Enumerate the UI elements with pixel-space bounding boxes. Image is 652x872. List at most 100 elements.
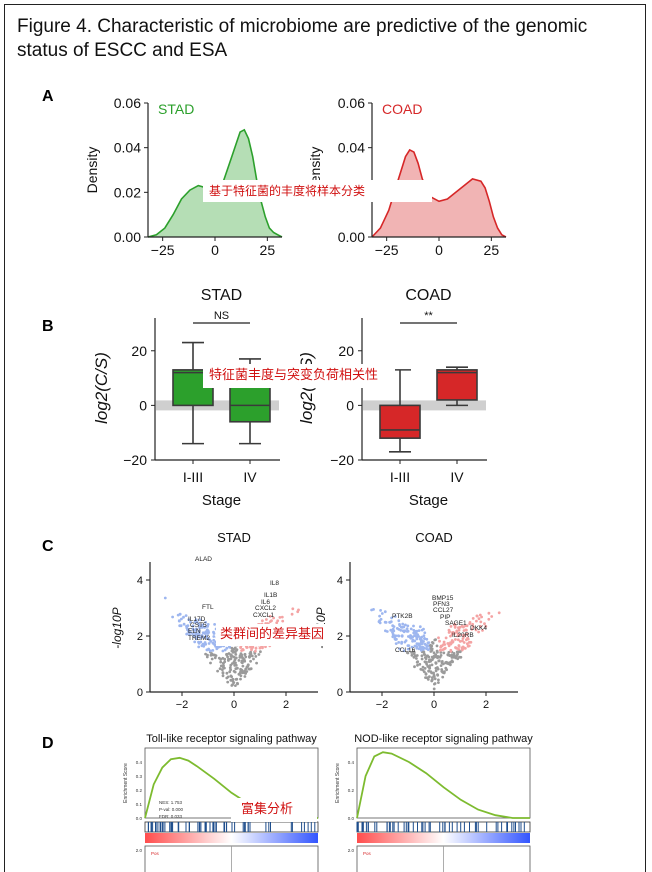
stad-volcano-point <box>186 628 190 631</box>
coad-volcano-point <box>414 654 418 658</box>
stad-x-tick-label: 0 <box>211 242 219 258</box>
coad-volcano-x-tick-label: −2 <box>376 699 389 711</box>
coad-volcano-point <box>440 661 444 665</box>
stad-volcano-point <box>212 630 215 634</box>
nod-gsea-es-curve <box>356 751 530 819</box>
stad-volcano-point <box>180 617 183 621</box>
coad-volcano-point <box>442 643 445 646</box>
coad-volcano-gene-label: IL20RB <box>452 632 474 639</box>
coad-volcano-point <box>456 638 460 642</box>
coad-volcano-point <box>457 645 461 648</box>
coad-volcano-point <box>411 639 414 643</box>
stad-volcano-point <box>236 681 239 685</box>
stad-volcano-point <box>230 646 234 650</box>
coad-volcano-point <box>431 641 435 645</box>
coad-volcano-point <box>420 636 423 639</box>
stad-volcano-point <box>219 664 223 668</box>
coad-volcano-point <box>438 639 441 643</box>
coad-volcano-point <box>391 628 394 632</box>
stad-volcano-point <box>234 653 238 656</box>
coad-volcano-point <box>436 673 440 677</box>
coad-volcano-point <box>464 624 467 628</box>
stad-box-y-tick-label: 20 <box>131 343 147 359</box>
stad-volcano-y-tick-label: 4 <box>137 575 143 587</box>
panel-letter-b: B <box>42 318 54 335</box>
coad-volcano-point <box>439 645 443 649</box>
coad-volcano-point <box>402 649 406 653</box>
coad-y-tick-label: 0.04 <box>338 140 365 156</box>
coad-volcano-point <box>453 654 456 658</box>
stad-volcano-point <box>240 660 244 664</box>
stad-volcano-point <box>261 646 264 650</box>
coad-volcano-point <box>464 646 467 650</box>
stad-volcano-point <box>188 630 192 633</box>
stad-volcano-point <box>200 634 204 637</box>
coad-volcano-point <box>471 622 474 626</box>
stad-volcano-point <box>189 620 192 624</box>
stad-volcano-point <box>208 649 212 653</box>
stad-volcano-point <box>213 656 217 660</box>
stad-volcano-point <box>204 642 208 646</box>
stad-volcano-point <box>246 663 250 667</box>
coad-volcano-point <box>415 629 419 633</box>
coad-volcano-point <box>447 662 451 666</box>
stad-volcano-point <box>203 626 207 629</box>
density-y-label: Density <box>84 147 100 194</box>
coad-box-category-label: I-III <box>390 469 410 485</box>
box-y-label: log2(C/S) <box>92 352 111 424</box>
coad-volcano-point <box>426 641 430 645</box>
coad-volcano-point <box>421 665 425 669</box>
stad-volcano-point <box>207 642 211 645</box>
coad-volcano-point <box>497 611 501 615</box>
coad-volcano-point <box>406 647 410 651</box>
stad-volcano-point <box>235 648 239 651</box>
coad-volcano-point <box>378 621 382 625</box>
coad-volcano-point <box>450 659 454 663</box>
volcano-y-label: -log10P <box>110 607 124 648</box>
stad-volcano-point <box>211 641 215 645</box>
stad-volcano-point <box>265 618 268 621</box>
coad-volcano-x-tick-label: 0 <box>431 699 437 711</box>
stad-volcano-point <box>243 675 247 678</box>
stad-volcano-point <box>237 659 241 662</box>
stad-volcano-point <box>261 619 264 623</box>
coad-volcano-point <box>479 620 483 624</box>
stad-volcano-point <box>229 674 233 678</box>
coad-volcano-point <box>437 678 440 682</box>
coad-volcano-point <box>480 615 483 619</box>
coad-volcano-point <box>405 627 409 631</box>
coad-box-significance-label: ** <box>424 310 433 322</box>
coad-volcano-point <box>411 650 414 654</box>
stad-volcano-gene-label: FTL <box>202 604 214 611</box>
stad-volcano-point <box>249 659 253 663</box>
coad-volcano-point <box>432 687 436 691</box>
stad-box-significance-label: NS <box>214 310 229 322</box>
coad-volcano-point <box>481 629 484 632</box>
coad-volcano-point <box>434 669 438 673</box>
stad-volcano-point <box>244 672 248 675</box>
stad-volcano-point <box>195 620 199 624</box>
coad-volcano-point <box>430 679 434 683</box>
coad-volcano-point <box>424 657 428 661</box>
stad-density-line <box>147 128 283 238</box>
stad-volcano-point <box>231 655 234 658</box>
stad-volcano-point <box>205 636 209 640</box>
stad-volcano-point <box>201 625 204 629</box>
stad-volcano-point <box>243 653 247 656</box>
stad-volcano-point <box>206 623 210 626</box>
coad-volcano-point <box>471 625 475 628</box>
coad-volcano-point <box>434 638 437 641</box>
stad-box-zero-band <box>156 400 279 411</box>
stad-volcano-point <box>231 650 235 654</box>
coad-volcano-point <box>449 625 453 628</box>
coad-volcano-point <box>490 615 494 618</box>
stad-volcano-gene-label: IL6 <box>261 599 270 606</box>
coad-volcano-point <box>477 617 481 621</box>
coad-volcano-point <box>437 659 441 663</box>
stad-volcano-point <box>221 674 225 678</box>
stad-volcano-point <box>185 632 189 636</box>
stad-volcano-point <box>228 666 232 670</box>
toll-gsea-title: Toll-like receptor signaling pathway <box>146 733 317 745</box>
coad-volcano-point <box>484 625 488 628</box>
coad-volcano-point <box>405 651 409 654</box>
